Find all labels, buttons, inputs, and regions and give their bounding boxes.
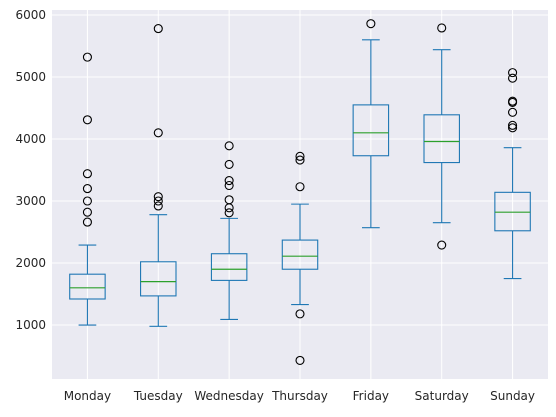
- y-tick-label: 6000: [15, 8, 46, 22]
- iqr-box: [140, 261, 177, 297]
- outlier-point: [153, 196, 163, 206]
- x-axis-ticks: Monday Tuesday Wednesday Thursday Friday Satu…: [64, 389, 535, 403]
- outlier-point: [82, 169, 92, 179]
- y-tick-label: 2000: [15, 256, 46, 270]
- x-tick-label: Friday: [353, 389, 389, 403]
- box-saturday: [423, 23, 460, 250]
- iqr-box: [494, 191, 531, 232]
- y-tick-label: 5000: [15, 70, 46, 84]
- outlier-point: [82, 207, 92, 217]
- outlier-point: [224, 141, 234, 151]
- box-sunday: [494, 68, 531, 280]
- outlier-point: [153, 24, 163, 34]
- outlier-point: [508, 120, 518, 130]
- outlier-point: [82, 196, 92, 206]
- outlier-point: [508, 123, 518, 133]
- outlier-point: [295, 309, 305, 319]
- outlier-point: [224, 180, 234, 191]
- y-tick-label: 4000: [15, 132, 46, 146]
- outlier-point: [224, 175, 234, 186]
- x-tick-label: Monday: [64, 389, 111, 403]
- outlier-point: [437, 23, 447, 33]
- y-axis-ticks: 1000 2000 3000 4000 5000 6000: [15, 8, 46, 332]
- box-monday: [69, 52, 106, 326]
- outlier-point: [437, 240, 447, 250]
- outlier-point: [82, 52, 92, 62]
- outlier-point: [224, 208, 234, 218]
- outlier-point: [508, 96, 518, 106]
- outlier-point: [224, 159, 234, 169]
- iqr-box: [69, 273, 106, 300]
- box-tuesday: [140, 24, 177, 327]
- outlier-point: [82, 184, 92, 194]
- box-friday: [352, 19, 390, 229]
- iqr-box: [210, 253, 248, 281]
- box-thursday: [281, 151, 319, 365]
- outlier-point: [295, 151, 305, 161]
- y-tick-label: 1000: [15, 318, 46, 332]
- outlier-point: [295, 355, 305, 365]
- y-tick-label: 3000: [15, 194, 46, 208]
- outlier-point: [295, 155, 305, 165]
- outlier-point: [82, 217, 92, 227]
- outlier-point: [508, 68, 518, 78]
- x-tick-label: Wednesday: [194, 389, 263, 403]
- x-tick-label: Thursday: [271, 389, 328, 403]
- x-tick-label: Tuesday: [133, 389, 183, 403]
- outlier-point: [82, 115, 92, 125]
- outlier-point: [153, 192, 163, 202]
- box-wednesday: [210, 141, 248, 321]
- outlier-point: [295, 182, 305, 192]
- outlier-point: [508, 107, 518, 117]
- iqr-box: [423, 114, 460, 164]
- outlier-point: [153, 201, 163, 211]
- outlier-point: [508, 73, 518, 83]
- iqr-box: [281, 239, 319, 270]
- x-tick-label: Saturday: [415, 389, 469, 403]
- outlier-point: [366, 19, 376, 29]
- outlier-point: [224, 195, 234, 205]
- boxes: [69, 19, 531, 365]
- outlier-point: [153, 128, 163, 138]
- iqr-box: [352, 104, 390, 157]
- x-tick-label: Sunday: [490, 389, 535, 403]
